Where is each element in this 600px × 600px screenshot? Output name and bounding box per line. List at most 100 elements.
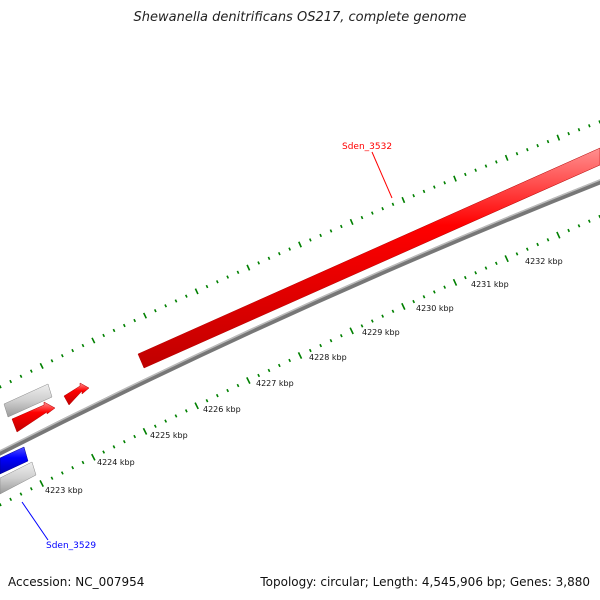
- inner-tick: [474, 271, 478, 275]
- outer-tick: [526, 147, 529, 152]
- outer-tick: [340, 224, 343, 229]
- outer-tick: [246, 264, 251, 271]
- gene-grey-upper-left[interactable]: [3, 383, 53, 418]
- inner-tick: [546, 238, 550, 242]
- inner-tick: [267, 368, 271, 373]
- outer-tick: [391, 202, 395, 207]
- inner-tick: [432, 290, 436, 294]
- inner-tick: [297, 351, 303, 360]
- inner-tick: [536, 242, 540, 247]
- outer-tick: [226, 275, 230, 279]
- outer-tick: [567, 131, 570, 136]
- inner-tick: [484, 266, 488, 270]
- outer-tick: [371, 211, 374, 215]
- inner-tick: [91, 453, 96, 461]
- accession-text: Accession: NC_007954: [8, 575, 145, 589]
- gene-red-left[interactable]: [11, 401, 56, 433]
- inner-tick: [164, 419, 168, 423]
- outer-tick: [349, 218, 354, 226]
- scale-label: 4231 kbp: [471, 280, 509, 289]
- outer-tick: [184, 294, 188, 298]
- scale-label: 4230 kbp: [416, 304, 454, 313]
- outer-tick: [71, 348, 75, 353]
- outer-tick: [319, 233, 323, 238]
- inner-tick: [102, 450, 106, 454]
- scale-label: 4227 kbp: [256, 379, 294, 388]
- inner-tick: [443, 285, 447, 289]
- inner-tick: [257, 373, 261, 378]
- outer-tick: [443, 181, 446, 185]
- outer-tick: [91, 337, 96, 344]
- outer-tick: [102, 333, 106, 338]
- scale-label: 4223 kbp: [45, 486, 83, 495]
- gene-bottom-label[interactable]: Sden_3529: [46, 541, 96, 551]
- gene-top-callout: [371, 151, 393, 199]
- inner-tick: [50, 476, 54, 480]
- inner-tick: [391, 309, 395, 313]
- outer-tick: [194, 288, 199, 295]
- scale-label: 4228 kbp: [309, 353, 347, 362]
- outer-tick: [474, 168, 477, 172]
- outer-tick: [504, 154, 509, 161]
- outer-tick: [433, 185, 436, 189]
- outer-tick: [588, 124, 591, 128]
- outer-tick: [29, 369, 33, 373]
- inner-tick: [122, 440, 126, 444]
- outer-tick: [308, 238, 312, 242]
- outer-tick: [19, 374, 23, 379]
- inner-tick: [308, 348, 312, 353]
- outer-tick: [0, 385, 2, 389]
- outer-tick: [546, 139, 550, 144]
- inner-tick: [288, 358, 292, 363]
- genome-backbone-highlight: [0, 179, 600, 452]
- inner-tick: [215, 393, 219, 398]
- gene-small-red-arrow[interactable]: [63, 382, 90, 406]
- inner-tick: [60, 471, 64, 475]
- inner-tick: [246, 376, 251, 384]
- inner-tick: [0, 502, 2, 507]
- inner-tick: [401, 302, 406, 310]
- inner-tick: [133, 434, 137, 439]
- inner-tick: [174, 414, 178, 418]
- inner-tick: [226, 388, 230, 393]
- outer-tick: [142, 312, 148, 319]
- scale-label: 4226 kbp: [203, 405, 241, 414]
- inner-tick: [39, 480, 44, 487]
- outer-tick: [288, 247, 292, 251]
- gene-blue-sden-3529[interactable]: [0, 446, 29, 475]
- inner-tick: [153, 424, 157, 428]
- genome-summary-text: Topology: circular; Length: 4,545,906 bp…: [260, 575, 590, 589]
- inner-tick: [412, 299, 416, 304]
- inner-tick: [71, 466, 75, 470]
- inner-tick: [339, 334, 343, 338]
- genome-backbone: [0, 179, 600, 456]
- outer-tick: [257, 261, 261, 265]
- inner-tick-ring: [0, 214, 600, 507]
- gene-grey-lower-left[interactable]: [0, 461, 37, 495]
- inner-tick: [515, 252, 519, 256]
- gene-sden-3532[interactable]: [137, 147, 600, 369]
- outer-tick: [133, 318, 137, 323]
- outer-tick: [360, 215, 364, 220]
- outer-tick: [453, 175, 457, 182]
- outer-tick: [60, 354, 64, 358]
- scale-label: 4229 kbp: [362, 328, 400, 337]
- inner-tick: [142, 427, 148, 435]
- outer-tick: [153, 309, 157, 313]
- inner-tick: [329, 338, 333, 343]
- inner-tick: [370, 319, 374, 323]
- map-title: Shewanella denitrificans OS217, complete…: [133, 10, 467, 25]
- inner-tick: [81, 460, 85, 465]
- inner-tick: [194, 402, 199, 410]
- outer-tick: [484, 164, 488, 168]
- inner-tick: [319, 343, 323, 348]
- inner-tick: [422, 295, 426, 299]
- outer-tick: [536, 143, 539, 148]
- gene-top-label[interactable]: Sden_3532: [342, 142, 392, 152]
- inner-tick: [360, 324, 364, 328]
- outer-tick: [267, 256, 271, 261]
- outer-tick: [381, 207, 384, 211]
- scale-label: 4232 kbp: [525, 257, 563, 266]
- outer-tick: [556, 134, 561, 141]
